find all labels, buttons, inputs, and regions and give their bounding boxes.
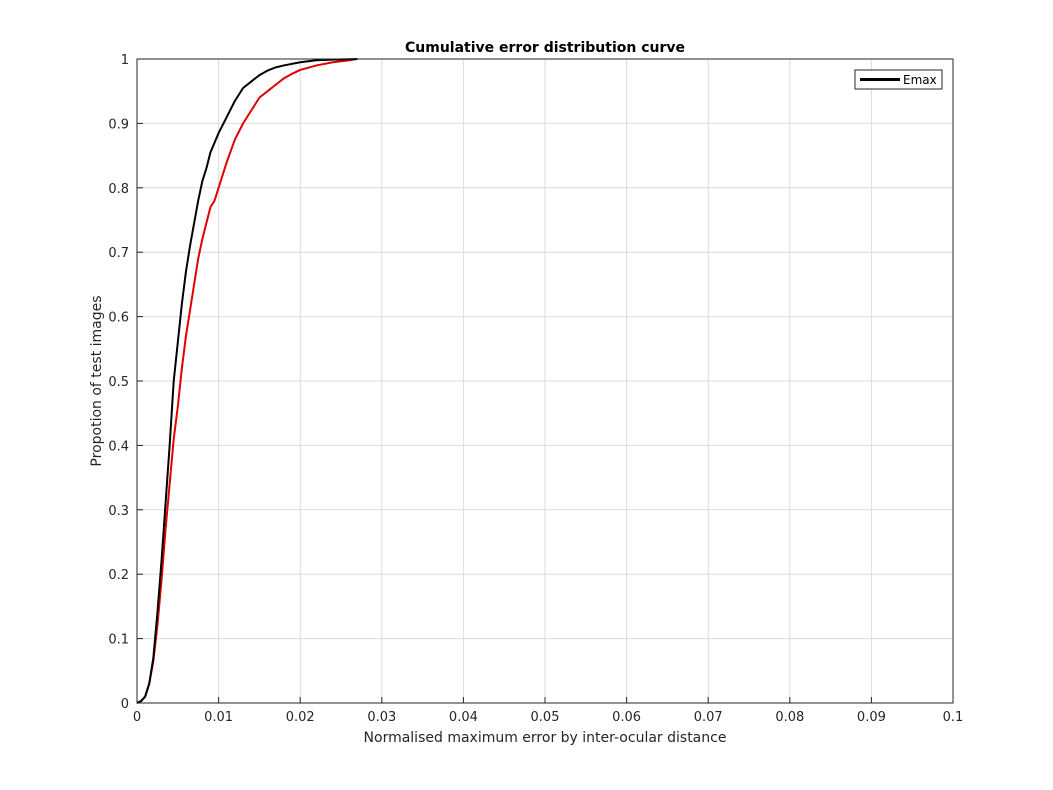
y-tick-label: 0.1 <box>108 633 129 648</box>
series-line-emax <box>136 58 358 704</box>
y-tick-label: 0 <box>121 697 129 712</box>
x-tick-label: 0.06 <box>612 710 641 725</box>
y-tick-label: 0.4 <box>108 439 129 454</box>
y-tick-label: 0.3 <box>108 504 129 519</box>
x-tick-label: 0.1 <box>943 710 964 725</box>
x-tick-label: 0.03 <box>367 710 396 725</box>
legend: Emax <box>854 69 943 90</box>
y-tick-label: 0.7 <box>108 246 129 261</box>
x-tick-label: 0.01 <box>204 710 233 725</box>
y-tick-label: 0.8 <box>108 182 129 197</box>
x-tick-label: 0.02 <box>286 710 315 725</box>
series-layer <box>136 58 358 704</box>
tick-layer: 0 0.01 0.02 0.03 0.04 0.05 0.06 0.07 0.08 0.09 0.1… <box>108 53 963 725</box>
x-tick-label: 0.05 <box>531 710 560 725</box>
y-tick-label: 0.5 <box>108 375 129 390</box>
x-tick-label: 0.08 <box>775 710 804 725</box>
y-tick-label: 0.9 <box>108 117 129 132</box>
y-tick-label: 0.6 <box>108 311 129 326</box>
x-tick-label: 0.04 <box>449 710 478 725</box>
chart-title: Cumulative error distribution curve <box>405 40 685 56</box>
x-axis-title: Normalised maximum error by inter-ocular… <box>364 730 727 746</box>
y-tick-label: 0.2 <box>108 568 129 583</box>
x-tick-label: 0.07 <box>694 710 723 725</box>
legend-label-emax: Emax <box>903 73 937 87</box>
x-tick-label: 0.09 <box>857 710 886 725</box>
y-tick-label: 1 <box>121 53 129 68</box>
series-line-2 <box>136 58 358 704</box>
x-tick-label: 0 <box>133 710 141 725</box>
y-axis-title: Propotion of test images <box>89 295 105 466</box>
